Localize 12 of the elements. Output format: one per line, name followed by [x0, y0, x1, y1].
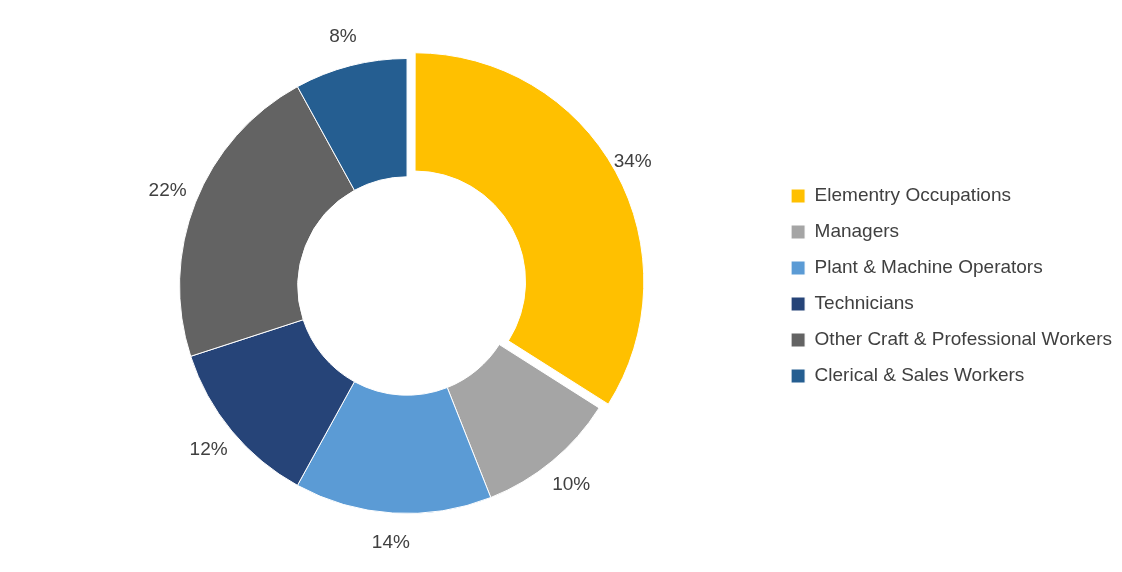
legend-label: Technicians — [814, 292, 914, 314]
data-label: 8% — [329, 24, 357, 46]
legend-label: Elementry Occupations — [814, 184, 1012, 206]
data-label: 12% — [189, 438, 228, 460]
legend-label: Plant & Machine Operators — [814, 256, 1043, 278]
data-label: 22% — [148, 179, 187, 201]
legend-label: Other Craft & Professional Workers — [814, 328, 1113, 350]
legend-label: Managers — [814, 220, 900, 242]
data-label: 34% — [613, 150, 652, 172]
data-label: 10% — [552, 472, 591, 494]
data-label: 14% — [371, 531, 410, 553]
legend-label: Clerical & Sales Workers — [814, 364, 1025, 386]
